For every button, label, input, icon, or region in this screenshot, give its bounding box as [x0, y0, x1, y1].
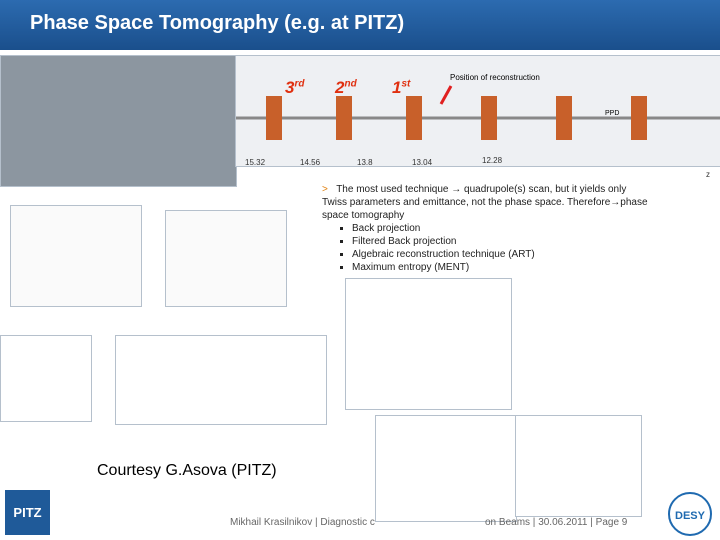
- annotation: Position of reconstruction: [450, 73, 540, 82]
- beta-plot: [10, 205, 142, 307]
- footer-date: 30.06.2011: [538, 517, 588, 528]
- bullet-item: Maximum entropy (MENT): [352, 261, 652, 274]
- ordinal: 1st: [392, 78, 411, 97]
- credit: Courtesy G.Asova (PITZ): [97, 462, 277, 479]
- desy-logo: DESY: [668, 492, 712, 536]
- ordinal: 3rd: [285, 78, 305, 97]
- footer-page: Page 9: [595, 517, 628, 528]
- footer-topic: on Beams: [485, 517, 531, 528]
- ordinal: 2nd: [335, 78, 357, 97]
- bullet-item: Back projection: [352, 222, 652, 235]
- position-label: 13.8: [357, 158, 373, 167]
- footer-author: Mikhail Krasilnikov: [230, 517, 313, 528]
- slide-title: Phase Space Tomography (e.g. at PITZ): [30, 12, 405, 34]
- pitz-logo: PITZ: [5, 490, 50, 535]
- title-bar: [0, 0, 720, 50]
- bullet-item: Filtered Back projection: [352, 235, 652, 248]
- phase-space-plot: [375, 415, 517, 522]
- beamline-photo: [0, 55, 237, 187]
- beamline-sketch: [236, 85, 720, 140]
- bullet-marker: >: [322, 184, 328, 195]
- bullet-text: The most used technique → quadrupole(s) …: [322, 184, 648, 221]
- footer-topic: Diagnostic c: [320, 517, 375, 528]
- screen-image: [0, 335, 92, 422]
- reconstruction-plot: [345, 278, 512, 410]
- envelope-plot: [165, 210, 287, 307]
- phase-space-plot: [515, 415, 642, 517]
- position-label: 12.28: [482, 156, 503, 165]
- bullet-main: > The most used technique → quadrupole(s…: [322, 183, 652, 222]
- footer: Mikhail Krasilnikov | Diagnostic c: [230, 517, 375, 528]
- position-label: 13.04: [412, 158, 433, 167]
- beamline-drawing: [235, 55, 720, 167]
- bullet-item: Algebraic reconstruction technique (ART): [352, 248, 652, 261]
- position-label: 14.56: [300, 158, 321, 167]
- position-label: 15.32: [245, 158, 266, 167]
- axis-label: z: [706, 170, 710, 179]
- beam-size-plot: [115, 335, 327, 425]
- bullet-list: Back projection Filtered Back projection…: [322, 222, 652, 274]
- bullet-block: > The most used technique → quadrupole(s…: [322, 183, 652, 274]
- footer: on Beams | 30.06.2011 | Page 9: [485, 517, 628, 528]
- device-label: PPD: [605, 110, 620, 117]
